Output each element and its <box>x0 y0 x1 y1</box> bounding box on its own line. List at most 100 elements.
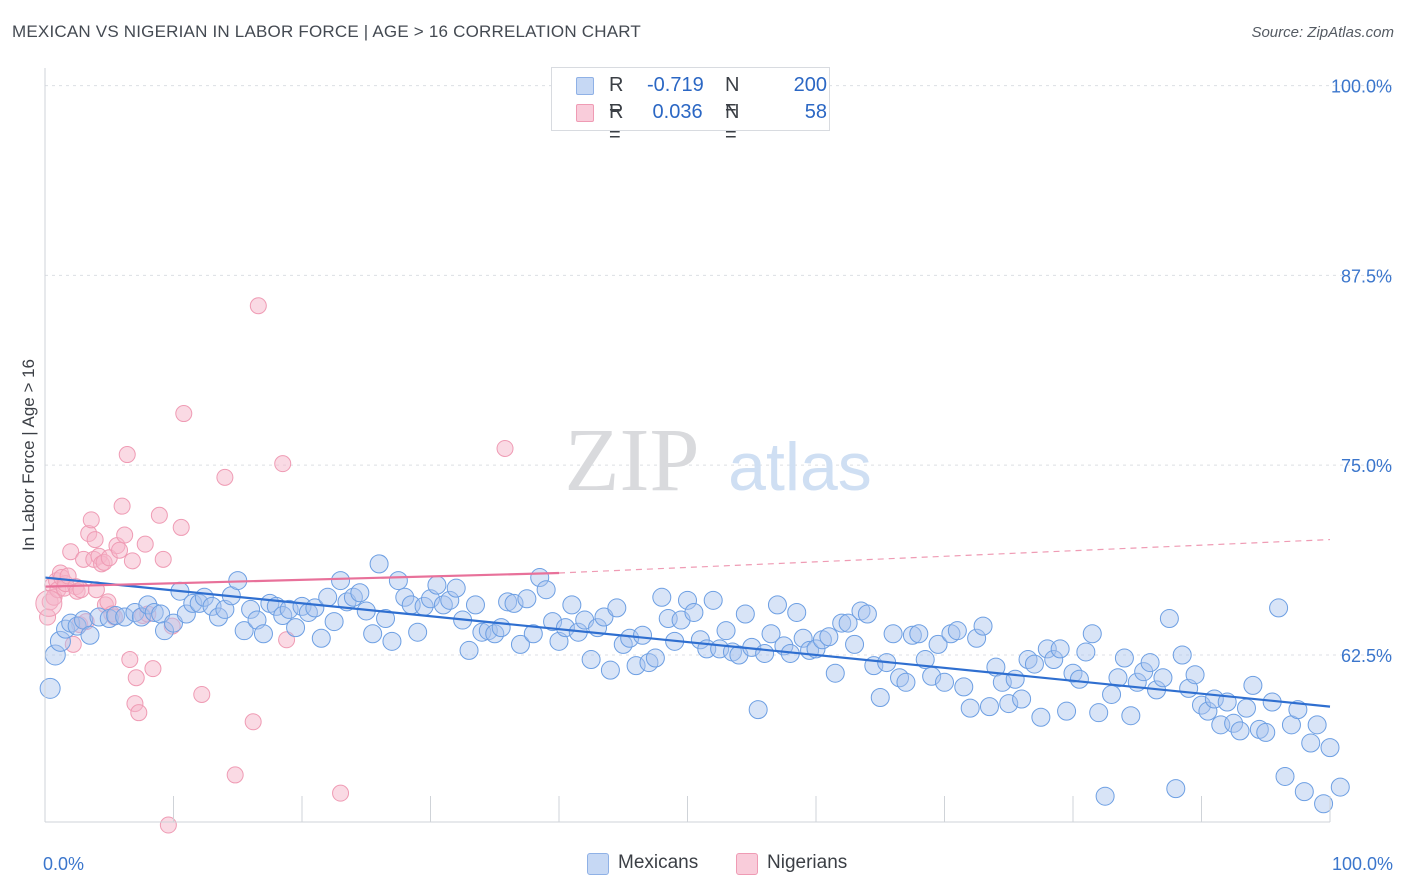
mexican-point <box>363 624 383 644</box>
y-axis-label: In Labor Force | Age > 16 <box>19 359 38 551</box>
mexican-point <box>1102 684 1122 704</box>
bottom-legend-label: Mexicans <box>618 852 699 873</box>
mexican-point <box>787 602 807 622</box>
mexican-point <box>1153 668 1173 688</box>
mexican-point <box>678 590 697 610</box>
mexican-point <box>954 677 974 697</box>
mexican-point <box>748 700 768 720</box>
mexican-point <box>189 593 209 613</box>
mexican-point <box>1057 701 1077 721</box>
mexican-point <box>1269 598 1289 618</box>
mexican-point <box>1012 689 1032 709</box>
mexican-point <box>446 578 466 598</box>
mexican-point <box>735 604 755 624</box>
legend-n-label: N = <box>725 101 740 146</box>
mexican-point <box>1031 707 1051 727</box>
legend-n-value: 200 <box>793 74 827 96</box>
mexican-point <box>517 589 537 609</box>
mexican-point <box>138 595 158 615</box>
mexican-point <box>652 587 672 607</box>
mexican-point <box>164 613 183 633</box>
mexican-point <box>1230 721 1250 741</box>
mexican-point <box>607 598 627 618</box>
mexican-point <box>1185 665 1205 685</box>
mexican-point <box>562 595 582 615</box>
mexican-point <box>928 634 948 654</box>
mexican-point <box>684 602 704 622</box>
chart-title: MEXICAN VS NIGERIAN IN LABOR FORCE | AGE… <box>12 22 641 41</box>
mexican-point <box>845 634 865 654</box>
mexican-point <box>318 587 338 607</box>
mexican-point <box>1320 738 1340 758</box>
mexican-point <box>973 616 993 636</box>
mexican-point <box>523 624 543 644</box>
nigerians-trendline-extension <box>558 538 1331 574</box>
mexican-point <box>716 621 736 641</box>
mexican-point <box>234 621 254 641</box>
legend-swatch-nigerians <box>576 104 594 122</box>
mexican-point <box>241 599 261 619</box>
nigerian-point <box>226 766 244 784</box>
mexican-point <box>1172 645 1192 665</box>
mexican-point <box>633 625 653 645</box>
mexican-point <box>49 630 71 652</box>
mexican-point <box>376 609 396 629</box>
nigerian-point <box>121 651 139 669</box>
mexican-point <box>1089 703 1109 723</box>
nigerian-point <box>154 550 172 568</box>
x-tick-labels: 0.0% 100.0% <box>43 854 1393 874</box>
mexican-point <box>1256 722 1276 742</box>
axes <box>44 68 1331 823</box>
mexican-point <box>498 592 518 612</box>
watermark-atlas: atlas <box>728 429 872 505</box>
bottom-legend-swatch-mexicans <box>587 853 609 875</box>
nigerian-point <box>244 713 262 731</box>
mexican-point <box>1044 650 1064 670</box>
mexican-point <box>311 628 331 648</box>
mexican-point <box>440 590 460 610</box>
mexican-point <box>350 583 370 603</box>
nigerian-point <box>86 531 104 549</box>
nigerian-point <box>123 552 141 570</box>
watermark-zip: ZIP <box>565 411 700 510</box>
mexican-point <box>408 622 428 642</box>
mexican-point <box>115 607 135 627</box>
mexican-point <box>832 613 852 633</box>
mexican-point <box>543 612 563 632</box>
mexican-point <box>825 663 845 683</box>
nigerian-point <box>159 816 177 834</box>
mexican-point <box>960 698 980 718</box>
nigerian-point <box>127 669 145 687</box>
nigerian-point <box>278 631 296 649</box>
mexican-point <box>89 607 109 627</box>
legend-r-value: -0.719 <box>647 74 704 96</box>
mexican-point <box>56 619 76 639</box>
nigerian-point <box>118 446 136 464</box>
legend-box: R = -0.719 N = 200 R = 0.036 N = 58 <box>551 67 830 146</box>
mexican-point <box>967 628 987 648</box>
mexican-point <box>1166 779 1186 799</box>
mexican-point <box>999 694 1019 714</box>
mexican-point <box>1108 668 1128 688</box>
mexican-point <box>1082 624 1102 644</box>
mexican-point <box>947 621 967 641</box>
mexican-point <box>620 628 640 648</box>
nigerian-point <box>62 543 80 561</box>
mexican-point <box>183 593 203 613</box>
nigerian-point <box>72 581 90 599</box>
nigerian-point <box>274 455 292 473</box>
mexican-point <box>1005 669 1025 689</box>
mexican-point <box>870 687 890 707</box>
mexican-point <box>1050 639 1070 659</box>
legend-n-value: 58 <box>804 101 827 123</box>
nigerian-point <box>111 541 129 559</box>
trendlines <box>44 538 1331 708</box>
nigerian-point <box>136 535 154 553</box>
y-tick-label-0: 62.5% <box>1341 646 1392 666</box>
mexican-point <box>1330 777 1350 797</box>
mexican-point <box>819 627 839 647</box>
mexican-point <box>39 677 61 699</box>
nigerian-point <box>496 439 514 457</box>
mexican-point <box>510 634 530 654</box>
mexican-point <box>536 580 556 600</box>
